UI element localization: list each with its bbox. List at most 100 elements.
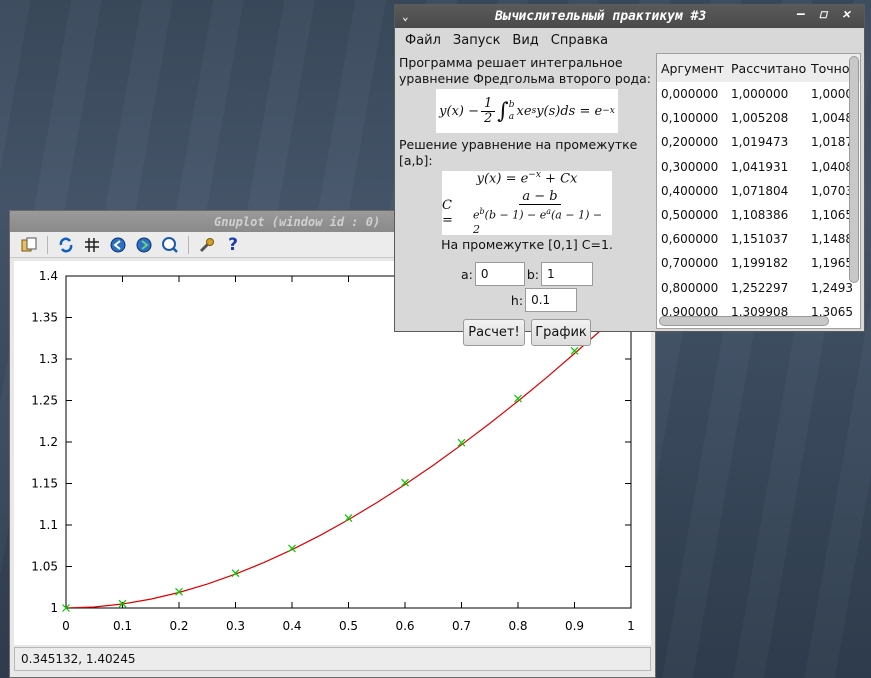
menu-view[interactable]: Вид: [512, 32, 539, 48]
table-row[interactable]: 0,300000 1,041931 1,0408: [657, 155, 860, 179]
y-tick-label: 1.25: [31, 394, 58, 408]
y-tick-label: 1.3: [39, 352, 58, 366]
table-row[interactable]: 0,400000 1,071804 1,0703: [657, 179, 860, 203]
minimize-icon[interactable]: —: [797, 7, 805, 22]
toolbar-separator: [188, 235, 189, 254]
y-tick-label: 1.2: [39, 435, 58, 449]
calculate-button[interactable]: Расчет!: [463, 319, 525, 346]
y-tick-label: 1: [50, 601, 58, 615]
y-tick-label: 1.35: [31, 311, 58, 325]
a-input[interactable]: 0: [474, 262, 525, 286]
table-cell: 1,041931: [731, 159, 789, 174]
solution-formula: y(x) = e−x + Cx C = a − b eb(b − 1) − ea(…: [442, 170, 612, 236]
x-tick-label: 0: [62, 619, 70, 633]
y-tick-label: 1.15: [31, 477, 58, 491]
help-icon[interactable]: ?: [228, 234, 238, 255]
table-cell: 1,0703: [811, 183, 852, 198]
menubar: Файл Запуск Вид Справка: [395, 28, 864, 52]
plot-canvas: 0 0.1 0.2 0.3 0.4 0.5 0.6 0.7 0.8 0.9 1 1 1.05 1.1 1.1…: [31, 269, 635, 633]
close-icon[interactable]: ✕: [842, 7, 850, 22]
zoom-prev-icon[interactable]: [107, 234, 129, 256]
table-cell: 1,199182: [731, 256, 789, 271]
autoscale-icon[interactable]: [159, 234, 181, 256]
header-argument[interactable]: Аргумент: [661, 60, 725, 76]
ab-row: a: 0 b: 1: [398, 262, 656, 286]
main-titlebar[interactable]: ⌄ Вычислительный практикум #3 — ☐ ✕: [395, 5, 864, 28]
data-point-computed: [457, 438, 466, 447]
y-tick-label: 1.05: [31, 560, 58, 574]
series-line-exact: [66, 302, 631, 608]
a-label: a:: [460, 266, 473, 282]
b-label: b:: [526, 266, 540, 282]
x-tick-label: 0.2: [169, 619, 188, 633]
menu-file[interactable]: Файл: [405, 32, 441, 48]
data-point-computed: [288, 544, 296, 553]
x-tick-label: 1: [627, 619, 635, 633]
b-input[interactable]: 1: [541, 262, 594, 286]
h-input[interactable]: 0.1: [525, 288, 578, 312]
menu-help[interactable]: Справка: [550, 32, 609, 48]
table-row[interactable]: 0,500000 1,108386 1,1065: [657, 203, 860, 227]
data-point-computed: [514, 394, 522, 403]
table-cell: 1,0000: [811, 87, 852, 102]
result-text: На промежутке [0,1] C=1.: [441, 237, 613, 252]
main-window: ⌄ Вычислительный практикум #3 — ☐ ✕ Файл…: [394, 4, 865, 346]
h-row: h: 0.1: [398, 288, 656, 312]
table-cell: 1,019473: [731, 135, 789, 150]
data-point-computed: [570, 346, 579, 355]
copy-icon[interactable]: [18, 234, 40, 256]
window-menu-icon[interactable]: ⌄: [402, 10, 409, 23]
table-row[interactable]: 0,800000 1,252297 1,2493: [657, 276, 860, 300]
x-tick-label: 0.9: [565, 619, 584, 633]
restore-icon[interactable]: ☐: [819, 7, 827, 22]
x-tick-label: 0.5: [339, 619, 358, 633]
table-cell: 0,700000: [661, 256, 719, 271]
table-row[interactable]: 0,000000 1,000000 1,0000: [657, 82, 860, 106]
table-cell: 1,000000: [731, 87, 789, 102]
data-point-computed: [175, 587, 183, 596]
table-cell: 1,1065: [811, 208, 852, 223]
table-cell: 1,3065: [811, 304, 852, 319]
table-cell: 1,108386: [731, 208, 789, 223]
table-row[interactable]: 0,900000 1,309908 1,3065: [657, 300, 860, 324]
table-cell: 1,0048: [811, 111, 852, 126]
grid-icon[interactable]: [81, 234, 103, 256]
x-tick-label: 0.7: [452, 619, 471, 633]
table-cell: 1,252297: [731, 280, 789, 295]
header-computed[interactable]: Рассчитано: [731, 60, 807, 76]
left-panel: Программа решает интегральное уравнение …: [398, 55, 656, 346]
vertical-scrollbar[interactable]: [849, 56, 859, 283]
table-cell: 1,2493: [811, 280, 852, 295]
y-tick-label: 1.4: [39, 269, 58, 283]
x-tick-label: 0.1: [113, 619, 132, 633]
results-table[interactable]: Аргумент Рассчитано Точно 0,000000 1,0000…: [656, 53, 861, 329]
table-cell: 0,000000: [661, 87, 719, 102]
description-text: Программа решает интегральное уравнение …: [399, 55, 652, 86]
table-cell: 0,400000: [661, 183, 719, 198]
x-tick-label: 0.3: [226, 619, 245, 633]
table-row[interactable]: 0,100000 1,005208 1,0048: [657, 106, 860, 130]
data-point-computed: [231, 569, 240, 578]
table-cell: 1,151037: [731, 232, 789, 247]
table-cell: 1,071804: [731, 183, 789, 198]
refresh-icon[interactable]: [55, 234, 77, 256]
menu-run[interactable]: Запуск: [452, 32, 501, 48]
toolbar-separator: [47, 235, 48, 254]
plot-button[interactable]: График: [531, 319, 591, 346]
table-cell: 0,600000: [661, 232, 719, 247]
horizontal-scrollbar[interactable]: [659, 316, 829, 326]
x-tick-label: 0.8: [508, 619, 527, 633]
settings-icon[interactable]: [196, 234, 218, 256]
table-header: Аргумент Рассчитано Точно: [657, 54, 860, 82]
table-cell: 1,0408: [811, 159, 852, 174]
data-point-computed: [62, 604, 70, 612]
table-row[interactable]: 0,600000 1,151037 1,1488: [657, 227, 860, 251]
table-cell: 0,500000: [661, 208, 719, 223]
solution-caption: Решение уравнение на промежутке [a,b]:: [399, 137, 638, 168]
header-exact[interactable]: Точно: [811, 60, 850, 76]
table-row[interactable]: 0,200000 1,019473 1,0187: [657, 130, 860, 154]
zoom-next-icon[interactable]: [133, 234, 155, 256]
table-row[interactable]: 0,700000 1,199182 1,1965: [657, 251, 860, 275]
button-row: Расчет! График: [398, 319, 656, 346]
